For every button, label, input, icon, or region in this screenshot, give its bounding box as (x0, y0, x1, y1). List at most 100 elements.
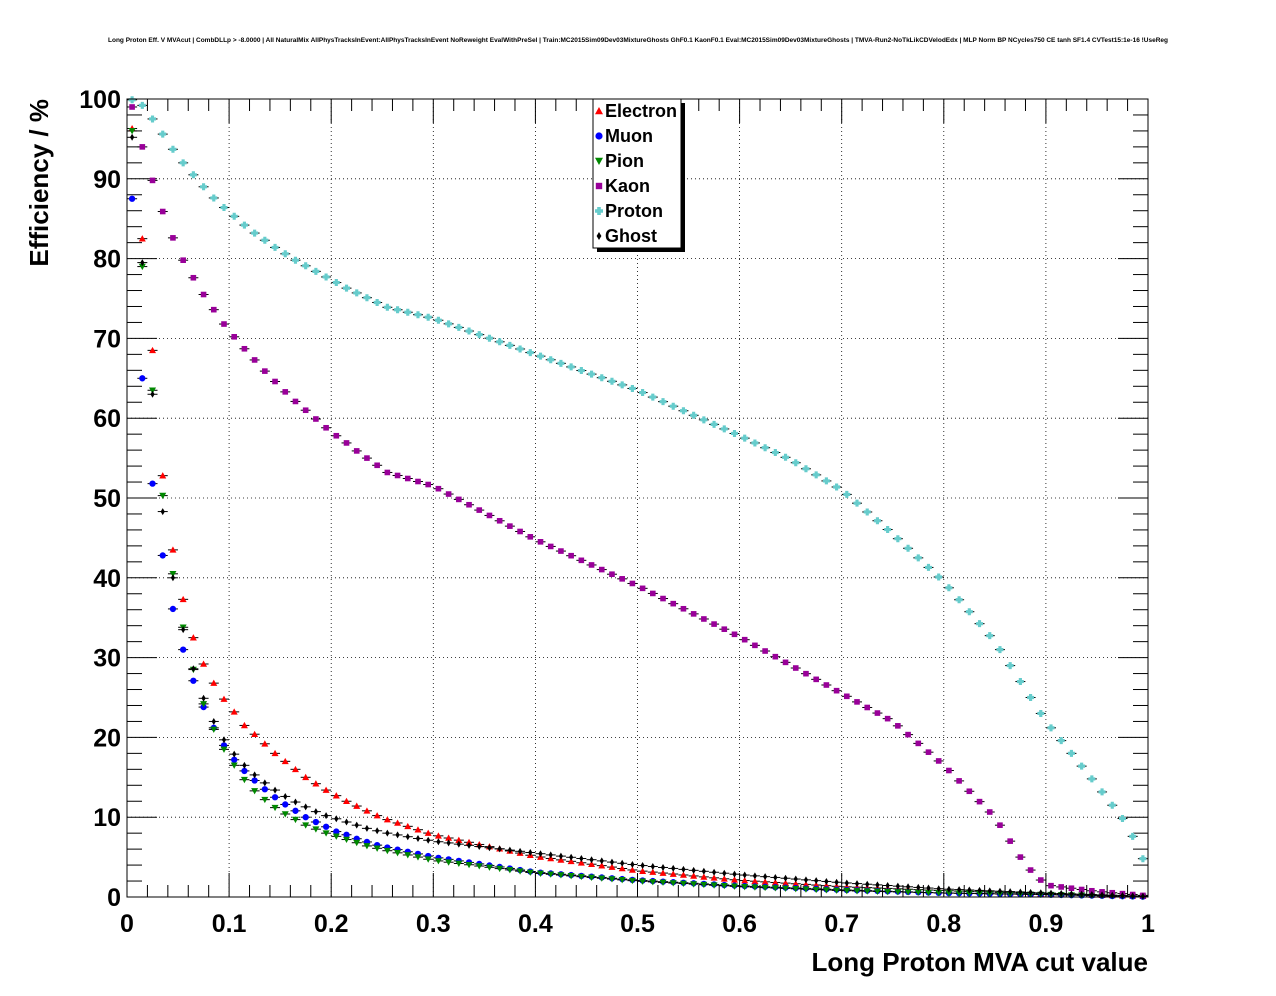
data-point-proton (730, 429, 738, 437)
data-point-kaon (874, 710, 881, 716)
legend: Electron Muon Pion Kaon Proton Ghost (592, 98, 685, 252)
data-point-proton (1098, 788, 1106, 796)
data-point-kaon (364, 455, 370, 461)
data-point-pion (945, 890, 953, 897)
data-point-pion (363, 843, 371, 850)
data-point-electron (598, 862, 606, 869)
legend-box (592, 98, 682, 249)
data-point-kaon (466, 501, 472, 508)
data-point-electron (567, 857, 575, 865)
data-point-proton (332, 279, 340, 287)
data-point-ghost (936, 885, 941, 893)
data-point-ghost (160, 508, 165, 516)
data-point-proton (914, 554, 922, 562)
data-point-electron (281, 757, 289, 765)
data-point-pion (873, 888, 881, 895)
data-point-electron (690, 872, 698, 879)
data-point-proton (557, 359, 565, 367)
data-point-kaon (241, 345, 248, 352)
data-point-pion (485, 864, 493, 871)
data-point-muon (128, 195, 136, 202)
data-point-kaon (833, 687, 840, 694)
data-point-ghost (497, 845, 502, 853)
data-point-ghost (150, 390, 155, 398)
data-point-kaon (129, 104, 135, 110)
data-point-pion (628, 877, 636, 885)
data-point-pion (720, 882, 728, 890)
data-point-proton (924, 563, 932, 571)
data-point-proton (1027, 694, 1035, 701)
data-point-ghost (405, 833, 410, 841)
data-point-proton (455, 323, 463, 331)
data-point-electron (710, 874, 718, 881)
data-point-electron (424, 829, 432, 836)
data-point-pion (353, 839, 361, 847)
data-point-proton (424, 313, 432, 321)
data-point-ghost (262, 779, 267, 787)
data-point-pion (914, 889, 922, 896)
data-point-electron (261, 740, 269, 747)
data-point-pion (240, 776, 248, 784)
data-point-electron (649, 868, 657, 875)
data-point-electron (353, 802, 361, 809)
data-point-proton (894, 535, 902, 543)
data-point-electron (383, 816, 391, 823)
data-point-kaon (752, 642, 758, 649)
data-point-electron (577, 859, 585, 866)
data-point-electron (608, 863, 616, 870)
legend-marker-pion (595, 157, 603, 165)
data-point-ghost (344, 818, 349, 826)
data-point-proton (833, 483, 841, 491)
data-point-ghost (385, 829, 390, 837)
data-point-ghost (558, 852, 564, 860)
data-point-pion (812, 886, 820, 894)
data-point-pion (322, 830, 330, 837)
data-point-kaon (333, 432, 340, 439)
y-ticks: 0 10 20 30 40 50 60 70 80 90 100 (79, 86, 1148, 912)
data-point-pion (710, 882, 718, 889)
data-point-proton (251, 229, 259, 237)
data-point-electron (230, 708, 238, 715)
data-point-pion (598, 875, 606, 882)
data-point-proton (659, 398, 667, 406)
y-tick-label: 70 (93, 325, 121, 353)
data-point-proton (884, 526, 892, 534)
data-point-electron (251, 730, 259, 738)
data-point-kaon (609, 571, 615, 578)
data-point-proton (690, 411, 698, 419)
data-point-kaon (425, 481, 431, 488)
data-point-ghost (1008, 888, 1013, 896)
data-point-electron (179, 595, 187, 603)
data-point-pion (506, 867, 514, 874)
data-point-proton (822, 477, 830, 485)
data-point-kaon (180, 257, 186, 263)
data-point-pion (220, 746, 228, 753)
data-point-proton (1108, 801, 1116, 809)
data-point-pion (149, 387, 157, 394)
data-point-ghost (1130, 892, 1135, 900)
data-point-electron (628, 866, 636, 873)
data-point-ghost (834, 878, 839, 886)
y-tick-label: 40 (93, 565, 121, 593)
data-point-electron (445, 834, 453, 841)
data-point-kaon (200, 291, 207, 298)
data-point-proton (1037, 709, 1045, 717)
data-point-pion (159, 492, 167, 500)
data-point-proton (904, 544, 912, 552)
data-point-proton (608, 377, 616, 385)
data-point-ghost (579, 854, 584, 862)
data-point-ghost (844, 879, 849, 887)
data-point-kaon (486, 512, 493, 519)
data-point-kaon (527, 534, 534, 540)
data-point-kaon (650, 590, 656, 597)
data-point-ghost (334, 815, 339, 823)
data-point-ghost (1089, 891, 1094, 899)
x-ticks: 0 0.1 0.2 0.3 0.4 0.5 0.6 0.7 0.8 0.9 1 (120, 99, 1155, 938)
data-point-proton (720, 425, 728, 433)
data-point-muon (343, 831, 350, 838)
data-point-ghost (752, 872, 758, 880)
data-point-ghost (814, 877, 819, 885)
y-tick-label: 90 (93, 166, 121, 194)
data-point-pion (608, 876, 616, 883)
data-point-muon (149, 480, 156, 487)
